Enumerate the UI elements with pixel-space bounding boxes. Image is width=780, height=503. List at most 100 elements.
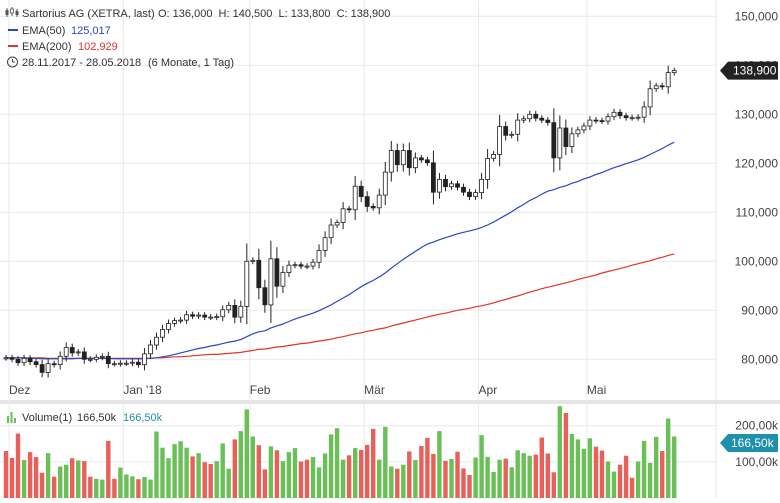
candle	[569, 127, 575, 153]
candle	[33, 358, 39, 368]
candle	[430, 150, 436, 205]
volume-bar	[407, 451, 412, 498]
panel-separator	[0, 400, 780, 404]
candle	[57, 351, 63, 370]
candle-body-up	[605, 116, 611, 122]
candle	[184, 310, 190, 324]
candle-body-down	[190, 314, 196, 317]
candle	[394, 143, 400, 172]
volume-bar	[142, 477, 147, 498]
volume-bar	[647, 462, 653, 498]
volume-bar	[76, 460, 81, 498]
price-tick-label: 80,000	[741, 352, 778, 366]
candle	[250, 257, 256, 265]
volume-bar	[371, 428, 376, 498]
candle-body-up	[142, 353, 147, 366]
candle	[280, 265, 286, 293]
candle	[328, 218, 334, 245]
candle-body-down	[51, 363, 57, 366]
volume-legend: Volume(1) 166,50k 166,50k	[7, 412, 163, 424]
candle-body-up	[292, 264, 298, 267]
chart-legend: Sartorius AG (XETRA, last) O: 136,000 H:…	[5, 7, 390, 69]
volume-bar	[443, 460, 448, 498]
volume-bar	[461, 468, 466, 498]
candle-body-up	[160, 328, 165, 338]
candle-body-down	[443, 178, 448, 188]
candle-body-up	[479, 178, 485, 193]
candle-body-up	[286, 264, 292, 274]
volume-bar	[238, 431, 243, 498]
candle	[497, 114, 503, 167]
x-tick-label: Mär	[364, 383, 385, 397]
volume-bar	[383, 426, 388, 498]
candle-body-up	[244, 260, 250, 307]
candle-body-up	[400, 150, 406, 166]
candle	[304, 263, 310, 270]
candle-body-up	[3, 357, 9, 360]
candle-body-up	[334, 222, 340, 226]
candle	[485, 149, 491, 189]
candle	[436, 173, 442, 199]
volume-series	[3, 406, 677, 498]
candle-body-up	[611, 111, 617, 118]
volume-bar	[15, 433, 21, 498]
candle-body-up	[93, 356, 99, 360]
candle	[370, 203, 376, 211]
volume-bar	[635, 461, 641, 498]
candle	[599, 117, 605, 125]
candle-body-up	[671, 70, 677, 73]
volume-bar	[250, 436, 255, 498]
volume-bar	[527, 455, 532, 498]
candle	[160, 324, 165, 342]
last-volume-badge-shape	[720, 434, 778, 452]
candle	[190, 311, 196, 320]
clock-icon	[7, 56, 18, 68]
candle-body-down	[39, 364, 45, 373]
x-tick-label: Dez	[9, 383, 30, 397]
volume-bar	[539, 437, 544, 498]
volume-bar	[617, 464, 623, 498]
volume-bar	[455, 451, 460, 498]
candle	[382, 162, 388, 206]
volume-bar	[190, 456, 195, 498]
ema50-legend-label: EMA(50)	[22, 25, 65, 37]
volume-bar	[666, 418, 671, 498]
candle	[443, 174, 448, 192]
candle	[45, 358, 51, 378]
volume-bar	[45, 453, 51, 498]
volume-bar	[672, 436, 677, 498]
candle	[641, 101, 647, 123]
candle-body-up	[57, 355, 63, 365]
candle	[166, 319, 171, 334]
volume-bar	[654, 436, 659, 498]
x-tick-label: Jan '18	[123, 383, 162, 397]
volume-bar	[581, 448, 587, 498]
candle-body-down	[274, 258, 280, 287]
volume-bar	[58, 466, 63, 498]
candle-body-up	[629, 117, 635, 120]
candle-body-down	[418, 157, 424, 161]
ema50-line	[6, 141, 675, 360]
price-tick-label: 150,000	[735, 9, 779, 23]
candle-body-down	[533, 113, 539, 119]
candle-body-up	[412, 157, 418, 169]
volume-value-1: 166,50k	[77, 412, 117, 424]
candle-body-down	[563, 127, 569, 148]
candle-body-up	[220, 309, 226, 318]
volume-bar	[395, 468, 400, 498]
volume-bar	[623, 455, 629, 498]
candle-body-up	[382, 171, 388, 196]
candle	[274, 247, 280, 298]
candle-body-up	[557, 127, 563, 159]
candle	[262, 279, 268, 313]
volume-bar	[515, 450, 520, 498]
candle	[310, 258, 316, 270]
candle	[593, 117, 599, 124]
candle	[358, 180, 364, 203]
candle-body-up	[497, 126, 503, 155]
candlestick-icon	[5, 7, 19, 17]
candle-body-up	[99, 355, 105, 358]
candle-body-down	[364, 196, 370, 207]
